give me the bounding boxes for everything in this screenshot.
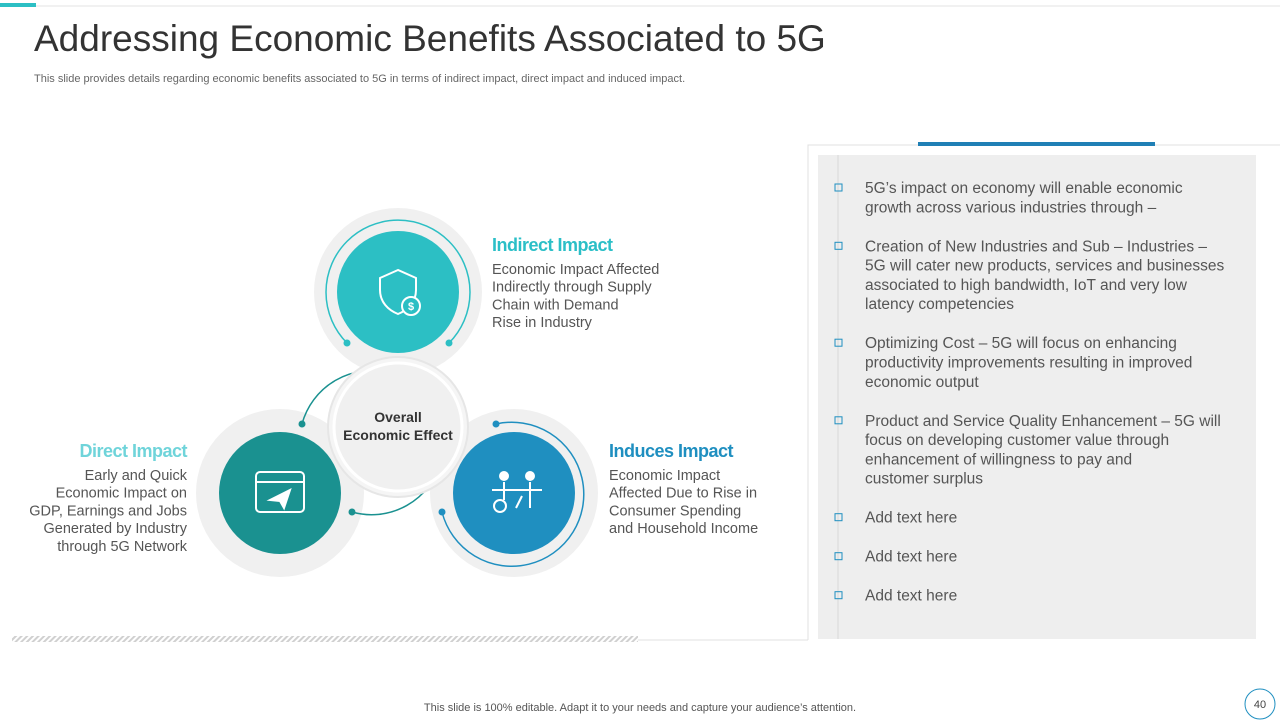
bullet-text: associated to high bandwidth, IoT and ve… bbox=[865, 277, 1188, 294]
impact-text: GDP, Earnings and Jobs bbox=[29, 503, 187, 519]
bullet-marker bbox=[834, 241, 843, 250]
impact-text: Affected Due to Rise in bbox=[609, 486, 757, 502]
page-badge bbox=[1244, 688, 1276, 720]
impact-title: Direct Impact bbox=[79, 441, 187, 461]
dot bbox=[438, 508, 446, 516]
impact-text: Generated by Industry bbox=[44, 521, 188, 537]
bullet-marker bbox=[834, 338, 843, 347]
icon: $ bbox=[255, 268, 542, 513]
impact-text: Economic Impact bbox=[609, 468, 720, 484]
bullet-text: focus on developing customer value throu… bbox=[865, 432, 1169, 449]
impact-text: and Household Income bbox=[609, 521, 758, 537]
impact-text: Indirectly through Supply bbox=[492, 280, 652, 296]
bullet-text: Add text here bbox=[865, 588, 957, 605]
induced-circle bbox=[453, 432, 575, 554]
footer-note: This slide is 100% editable. Adapt it to… bbox=[424, 702, 856, 714]
center-circle bbox=[332, 361, 464, 493]
center-label: Overall bbox=[374, 409, 421, 425]
bullet-text: 5G’s impact on economy will enable econo… bbox=[865, 180, 1183, 197]
bullet-marker bbox=[834, 591, 843, 600]
bullet-text: latency competencies bbox=[865, 296, 1014, 313]
bullet-text: Product and Service Quality Enhancement … bbox=[865, 413, 1221, 430]
dot bbox=[348, 508, 356, 516]
dot bbox=[298, 420, 306, 428]
impact-text: Consumer Spending bbox=[609, 503, 741, 519]
svg-text:$: $ bbox=[408, 301, 414, 313]
title: Addressing Economic Benefits Associated … bbox=[34, 18, 826, 59]
center-label: Economic Effect bbox=[343, 427, 453, 443]
labels: Overall Economic Effect Indirect Impact Eco… bbox=[29, 235, 758, 555]
bullet-text: economic output bbox=[865, 374, 979, 391]
panel bbox=[818, 155, 1256, 639]
bullet-marker bbox=[834, 416, 843, 425]
hatch-bar bbox=[12, 636, 638, 642]
dot bbox=[445, 339, 453, 347]
bullet-text: Optimizing Cost – 5G will focus on enhan… bbox=[865, 335, 1177, 352]
page-number: 40 bbox=[1254, 699, 1266, 711]
top-accent bbox=[0, 3, 36, 7]
impact-title: Indirect Impact bbox=[492, 235, 613, 255]
impact-text: Chain with Demand bbox=[492, 297, 619, 313]
bullet-text: growth across various industries through… bbox=[865, 199, 1157, 216]
dot bbox=[343, 339, 351, 347]
arc bbox=[325, 219, 471, 344]
bullet-list: 5G’s impact on economy will enable econo… bbox=[834, 180, 1224, 605]
diagram: $ bbox=[196, 208, 598, 577]
panel-accent bbox=[918, 142, 1155, 146]
bullet-text: Creation of New Industries and Sub – Ind… bbox=[865, 238, 1207, 255]
bullet-marker bbox=[834, 552, 843, 561]
subtitle: This slide provides details regarding ec… bbox=[34, 73, 685, 85]
bullet-text: Add text here bbox=[865, 549, 957, 566]
impact-text: Early and Quick bbox=[85, 468, 188, 484]
arc bbox=[441, 421, 585, 567]
impact-title: Induces Impact bbox=[609, 441, 734, 461]
impact-text: Rise in Industry bbox=[492, 315, 593, 331]
impact-text: Economic Impact Affected bbox=[492, 262, 659, 278]
impact-text: Economic Impact on bbox=[56, 486, 187, 502]
bullet-text: Add text here bbox=[865, 510, 957, 527]
direct-circle bbox=[219, 432, 341, 554]
bullet-marker bbox=[834, 513, 843, 522]
indirect-circle bbox=[337, 231, 459, 353]
impact-text: through 5G Network bbox=[57, 539, 188, 555]
bullet-text: customer surplus bbox=[865, 471, 983, 488]
bullet-text: productivity improvements resulting in i… bbox=[865, 355, 1192, 372]
bullet-marker bbox=[834, 183, 843, 192]
bullet-text: enhancement of willingness to pay and bbox=[865, 451, 1132, 468]
bullet-text: 5G will cater new products, services and… bbox=[865, 258, 1224, 275]
dot bbox=[492, 420, 500, 428]
